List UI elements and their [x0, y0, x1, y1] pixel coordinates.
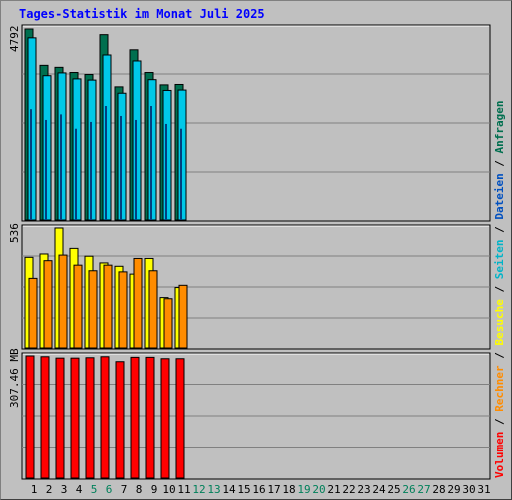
x-tick-label: 21	[327, 483, 340, 496]
bar-volumen	[40, 356, 50, 479]
bar-rechner	[43, 260, 53, 349]
legend-sep: /	[493, 153, 506, 174]
x-tick-label: 11	[177, 483, 190, 496]
bar-rechner	[148, 270, 158, 349]
bar-volumen	[85, 357, 95, 479]
bar-volumen	[130, 356, 140, 479]
x-tick-label: 16	[252, 483, 265, 496]
x-tick-label: 2	[46, 483, 53, 496]
x-tick-label: 25	[387, 483, 400, 496]
bar-volumen	[100, 356, 110, 479]
bar-volumen	[25, 355, 35, 479]
x-tick-label: 27	[417, 483, 430, 496]
legend-volumen: Volumen	[493, 431, 506, 478]
x-tick-label: 30	[462, 483, 475, 496]
x-tick-label: 23	[357, 483, 370, 496]
x-tick-label: 19	[297, 483, 310, 496]
legend-seiten: Seiten	[493, 239, 506, 280]
bar-volumen	[145, 356, 155, 479]
x-tick-label: 15	[237, 483, 250, 496]
legend-dateien: Dateien	[493, 173, 506, 220]
x-tick-label: 10	[162, 483, 175, 496]
x-tick-label: 1	[31, 483, 38, 496]
x-tick-label: 8	[136, 483, 143, 496]
legend-besuche: Besuche	[493, 299, 506, 346]
legend-anfragen: Anfragen	[493, 100, 506, 154]
legend-sep: /	[493, 279, 506, 300]
bar-rechner	[133, 257, 143, 349]
bar-rechner	[88, 270, 98, 349]
bar-volumen	[70, 357, 80, 479]
x-tick-label: 22	[342, 483, 355, 496]
bar-rechner	[73, 264, 83, 349]
x-tick-label: 29	[447, 483, 460, 496]
x-tick-label: 18	[282, 483, 295, 496]
bar-volumen	[175, 358, 185, 479]
x-tick-label: 20	[312, 483, 325, 496]
bar-volumen	[55, 357, 65, 479]
x-tick-label: 12	[192, 483, 205, 496]
x-tick-label: 14	[222, 483, 236, 496]
chart-title: Tages-Statistik im Monat Juli 2025	[19, 7, 265, 21]
bar-rechner	[58, 254, 68, 349]
bar-rechner	[118, 271, 128, 349]
x-tick-label: 3	[61, 483, 68, 496]
x-tick-label: 17	[267, 483, 280, 496]
bar-volumen	[160, 358, 170, 479]
x-tick-label: 5	[91, 483, 98, 496]
x-tick-label: 9	[151, 483, 158, 496]
legend-rechner: Rechner	[493, 365, 506, 412]
x-tick-label: 13	[207, 483, 220, 496]
bar-volumen	[115, 361, 125, 479]
x-tick-label: 24	[372, 483, 386, 496]
legend-sep: /	[493, 345, 506, 366]
x-tick-label: 4	[76, 483, 83, 496]
bar-rechner	[163, 298, 173, 349]
legend-sep: /	[493, 219, 506, 240]
bar-rechner	[178, 284, 188, 349]
chart-legend: Volumen / Rechner / Besuche / Seiten / D…	[493, 100, 506, 478]
x-tick-label: 6	[106, 483, 113, 496]
x-tick-label: 26	[402, 483, 415, 496]
bar-rechner	[28, 277, 38, 349]
legend-sep: /	[493, 411, 506, 432]
x-tick-label: 31	[477, 483, 490, 496]
x-tick-label: 7	[121, 483, 128, 496]
bar-rechner	[103, 264, 113, 349]
x-tick-label: 28	[432, 483, 445, 496]
